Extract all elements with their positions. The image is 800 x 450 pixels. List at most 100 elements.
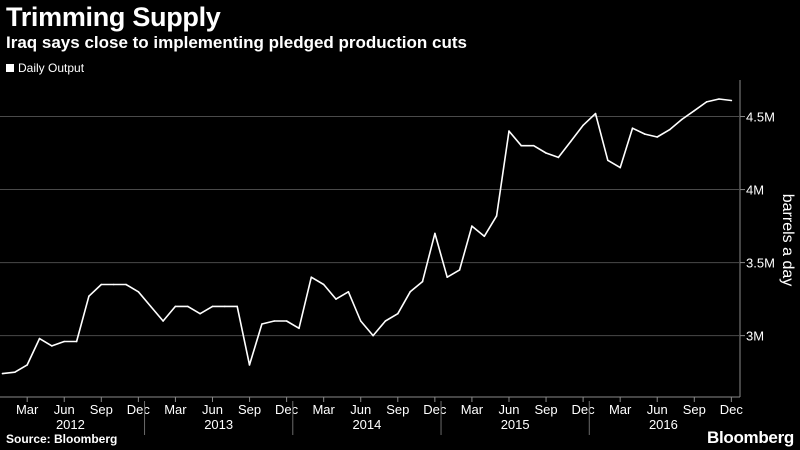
data-point-2	[26, 364, 29, 366]
data-point-23	[285, 320, 288, 322]
data-point-44	[545, 152, 547, 154]
x-tick-label-8: Mar	[312, 402, 335, 417]
data-point-30	[372, 334, 374, 337]
data-point-52	[644, 133, 646, 135]
legend: Daily Output	[6, 61, 84, 75]
data-point-31	[384, 320, 387, 322]
data-point-35	[434, 232, 436, 235]
x-axis: Mar Jun Sep Dec Mar Jun Sep Dec Mar Jun Sep Dec Mar J…	[0, 396, 744, 435]
data-point-27	[335, 298, 337, 300]
data-point-10	[125, 283, 127, 286]
data-point-53	[656, 136, 658, 138]
data-point-21	[261, 323, 263, 325]
y-tick-label-1: 3.5M	[746, 256, 775, 271]
data-point-8	[100, 283, 103, 286]
x-tick-label-3: Dec	[127, 402, 151, 417]
x-tick-label-9: Jun	[350, 402, 371, 417]
y-axis-title: barrels a day	[779, 194, 796, 287]
x-tick-label-7: Dec	[275, 402, 299, 417]
data-point-17	[211, 305, 214, 308]
x-tick-label-4: Mar	[164, 402, 187, 417]
legend-swatch	[6, 64, 14, 72]
x-tick-label-19: Dec	[720, 402, 744, 417]
data-point-37	[458, 269, 461, 271]
y-tick-label-0: 3M	[746, 329, 764, 344]
data-point-33	[409, 291, 412, 293]
x-tick-label-18: Sep	[683, 402, 706, 417]
year-label-1: 2013	[204, 417, 233, 432]
x-tick-label-1: Jun	[54, 402, 75, 417]
data-point-42	[520, 144, 523, 147]
x-tick-label-11: Dec	[423, 402, 447, 417]
data-point-13	[162, 320, 164, 322]
data-point-58	[718, 98, 720, 100]
chart-subtitle: Iraq says close to implementing pledged …	[6, 33, 467, 52]
legend-label: Daily Output	[18, 61, 85, 75]
data-point-45	[557, 156, 560, 159]
data-point-29	[359, 320, 362, 322]
data-point-16	[199, 312, 201, 315]
data-point-15	[187, 305, 189, 308]
data-point-54	[668, 128, 671, 131]
data-point-14	[174, 305, 177, 308]
data-point-5	[63, 340, 65, 343]
data-point-11	[137, 291, 140, 293]
x-tick-label-0: Mar	[16, 402, 39, 417]
data-point-49	[607, 159, 609, 162]
series-line-0	[2, 98, 732, 375]
data-point-18	[224, 305, 226, 308]
data-point-50	[619, 166, 621, 169]
data-point-47	[582, 124, 584, 127]
series-layer	[1, 98, 733, 375]
x-tick-label-2: Sep	[90, 402, 113, 417]
data-point-6	[75, 340, 78, 343]
data-point-57	[705, 101, 708, 103]
data-point-43	[532, 144, 535, 147]
x-tick-label-6: Sep	[238, 402, 261, 417]
data-point-0	[1, 372, 4, 375]
data-point-19	[236, 305, 238, 308]
data-point-59	[730, 99, 733, 102]
data-point-9	[112, 283, 115, 286]
source-note: Source: Bloomberg	[6, 432, 118, 446]
data-point-51	[631, 127, 634, 129]
data-point-40	[495, 215, 498, 217]
bloomberg-logo: Bloomberg	[706, 428, 794, 447]
x-tick-label-10: Sep	[386, 402, 409, 417]
data-point-22	[273, 320, 276, 322]
data-point-26	[322, 283, 325, 286]
grid-lines	[0, 80, 745, 397]
data-point-3	[38, 337, 41, 340]
chart-title: Trimming Supply	[6, 2, 221, 32]
data-point-7	[88, 295, 90, 298]
year-label-0: 2012	[56, 417, 85, 432]
data-point-55	[681, 118, 683, 121]
x-tick-label-5: Jun	[202, 402, 223, 417]
data-point-25	[310, 276, 313, 279]
data-point-34	[421, 280, 424, 283]
x-tick-label-13: Jun	[498, 402, 519, 417]
data-point-38	[471, 225, 473, 227]
y-tick-labels: 3M 3.5M 4M 4.5M	[746, 110, 775, 344]
data-point-12	[149, 305, 152, 308]
data-point-4	[51, 345, 53, 347]
x-tick-label-14: Sep	[534, 402, 557, 417]
year-label-3: 2015	[501, 417, 530, 432]
y-tick-label-2: 4M	[746, 183, 764, 198]
data-point-28	[347, 291, 350, 293]
data-point-1	[14, 371, 16, 374]
data-point-46	[570, 140, 572, 143]
x-tick-label-16: Mar	[609, 402, 632, 417]
data-point-56	[693, 109, 696, 112]
data-point-20	[248, 364, 251, 366]
data-point-24	[298, 327, 300, 330]
data-point-36	[446, 276, 449, 279]
data-point-39	[483, 235, 486, 238]
x-tick-label-12: Mar	[461, 402, 484, 417]
data-point-48	[594, 112, 597, 115]
year-label-4: 2016	[649, 417, 678, 432]
x-tick-label-15: Dec	[572, 402, 596, 417]
data-point-32	[397, 312, 399, 315]
year-label-2: 2014	[352, 417, 381, 432]
